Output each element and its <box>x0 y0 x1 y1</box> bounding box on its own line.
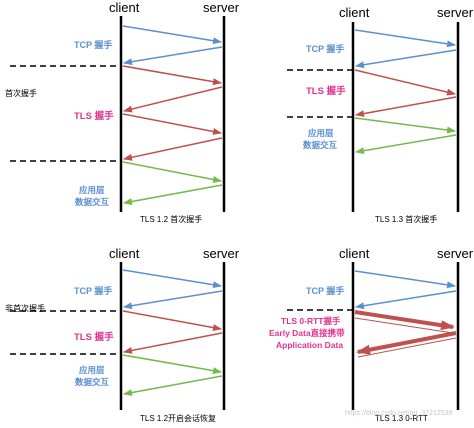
tcp-label: TCP 握手 <box>74 285 112 296</box>
tcp-syn-arrow <box>122 25 222 45</box>
zero-rtt-label-line2: Early Data直接携带 <box>269 328 345 338</box>
tcp-syn-arrow <box>122 269 222 289</box>
tcp-synack-arrow <box>123 46 223 66</box>
tcp-synack-arrow <box>355 290 457 310</box>
panel-tls12-full: client server TCP 握手 首次握手 TLS 握手 应用层 数据交… <box>5 0 240 224</box>
zero-rtt-label-line3: Application Data <box>276 340 343 350</box>
side-label-resume: 非首次握手 <box>5 303 45 313</box>
app-arrow-1 <box>122 161 222 183</box>
tls-label: TLS 握手 <box>306 85 346 97</box>
tls-arrow-2 <box>123 86 223 113</box>
client-label: client <box>339 5 370 20</box>
caption: TLS 1.3 0-RTT <box>375 414 428 423</box>
tcp-syn-arrow <box>354 29 456 48</box>
zero-rtt-arrow-shadow <box>357 337 457 358</box>
tls-arrow-2 <box>123 332 223 354</box>
tls-label: TLS 握手 <box>74 331 114 343</box>
tls-label: TLS 握手 <box>74 110 114 122</box>
zero-rtt-arrow-to-server <box>354 310 455 331</box>
zero-rtt-arrow-shadow <box>354 317 454 334</box>
client-label: client <box>339 246 370 261</box>
zero-rtt-label-line1: TLS 0-RTT握手 <box>281 316 341 326</box>
app-arrow-1 <box>354 117 456 134</box>
client-label: client <box>109 246 140 261</box>
app-label-line1: 应用层 <box>308 128 334 138</box>
tls-arrow-1 <box>122 65 222 86</box>
server-label: server <box>437 5 474 20</box>
panel-tls13-0rtt: client server TCP 握手 TLS 0-RTT握手 Early D… <box>269 246 474 423</box>
tls-arrow-1 <box>122 310 222 331</box>
panel-tls12-resume: client server TCP 握手 非首次握手 TLS 握手 应用层 数据… <box>5 246 240 423</box>
app-label-line1: 应用层 <box>79 365 105 375</box>
tcp-synack-arrow <box>355 49 457 69</box>
caption: TLS 1.2 首次握手 <box>140 214 202 224</box>
tcp-label: TCP 握手 <box>306 285 344 296</box>
app-label-line1: 应用层 <box>79 185 105 195</box>
app-label-line2: 数据交互 <box>75 377 110 387</box>
zero-rtt-arrow-to-client <box>356 331 457 355</box>
app-arrow-2 <box>355 134 457 155</box>
side-label-full: 首次握手 <box>5 88 37 98</box>
tcp-syn-arrow <box>354 270 456 289</box>
app-arrow-1 <box>122 354 222 375</box>
app-label-line2: 数据交互 <box>303 140 338 150</box>
tls-arrow-2 <box>355 96 457 118</box>
app-arrow-2 <box>123 184 223 205</box>
app-label-line2: 数据交互 <box>75 197 110 207</box>
watermark: https://blog.csdn.net/qq_37212539 <box>345 410 453 417</box>
tls-arrow-4 <box>123 137 223 161</box>
tcp-label: TCP 握手 <box>306 43 344 54</box>
caption: TLS 1.2开启会话恢复 <box>140 413 216 423</box>
caption: TLS 1.3 首次握手 <box>375 214 437 224</box>
server-label: server <box>203 0 240 15</box>
app-arrow-2 <box>123 375 223 396</box>
tls-arrow-1 <box>354 69 456 96</box>
panel-tls13-full: client server TCP 握手 TLS 握手 应用层 数据交互 TLS… <box>287 5 474 224</box>
server-label: server <box>203 246 240 261</box>
tcp-synack-arrow <box>123 290 223 310</box>
client-label: client <box>109 0 140 15</box>
server-label: server <box>437 246 474 261</box>
tcp-label: TCP 握手 <box>74 39 112 50</box>
tls-arrow-3 <box>122 113 222 135</box>
